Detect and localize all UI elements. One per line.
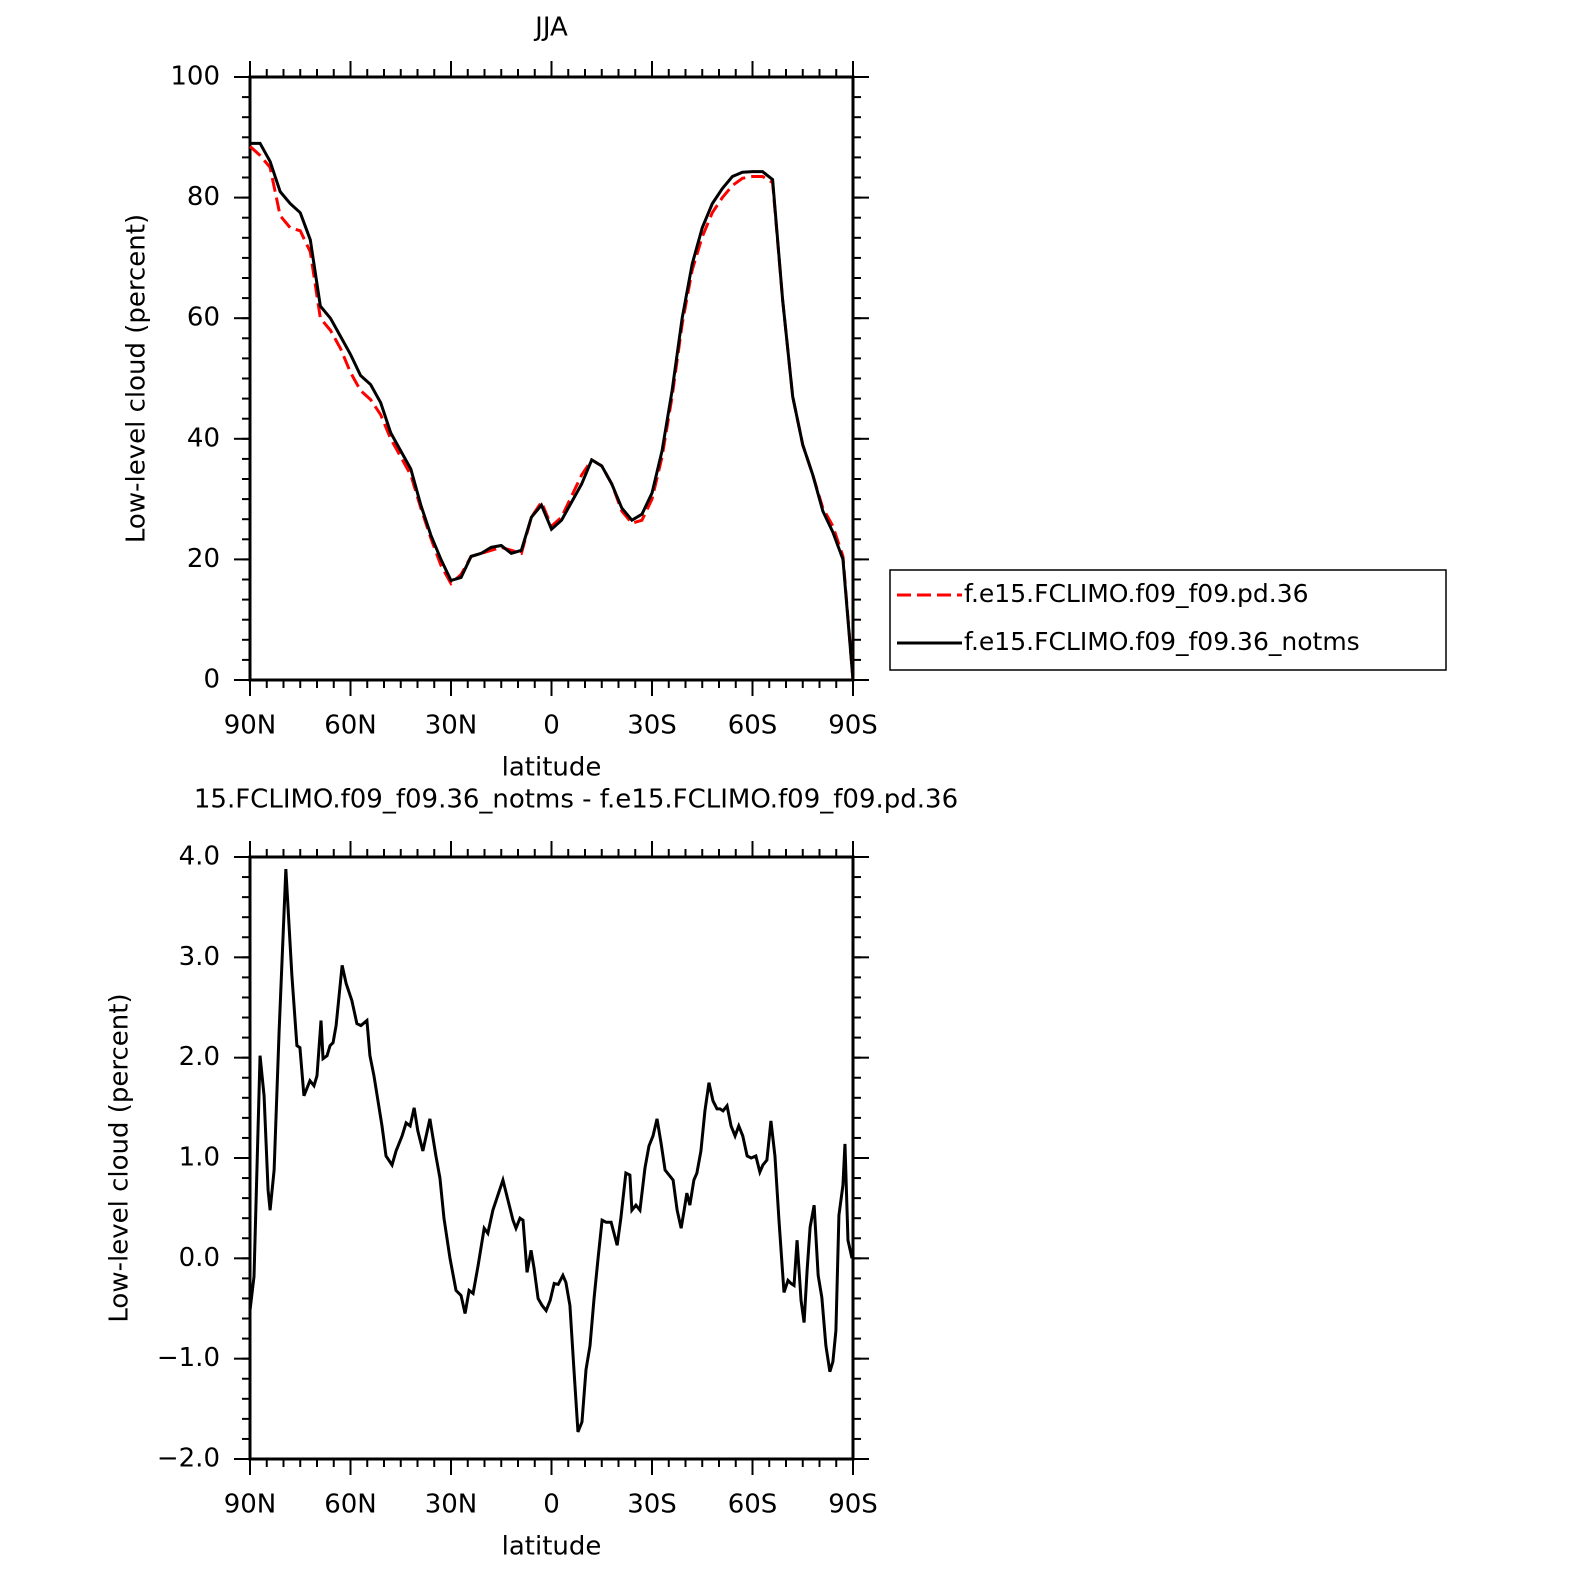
x-tick-label: 90N <box>224 711 277 741</box>
x-tick-label: 0 <box>543 711 560 741</box>
x-tick-label: 30S <box>627 711 677 741</box>
legend-label: f.e15.FCLIMO.f09_f09.36_notms <box>964 627 1360 656</box>
x-axis-label: latitude <box>502 753 602 783</box>
y-tick-label: 80 <box>187 182 220 212</box>
y-tick-label: 0 <box>203 665 220 695</box>
y-tick-label: −2.0 <box>157 1444 220 1474</box>
y-axis-label: Low-level cloud (percent) <box>122 214 152 543</box>
y-tick-label: 100 <box>170 62 220 92</box>
y-tick-label: 40 <box>187 423 220 453</box>
y-tick-label: 60 <box>187 303 220 333</box>
data-line <box>250 141 855 681</box>
x-tick-label: 90N <box>224 1490 277 1520</box>
y-tick-label: 20 <box>187 544 220 574</box>
legend-label: f.e15.FCLIMO.f09_f09.pd.36 <box>964 579 1309 608</box>
y-tick-label: 3.0 <box>179 942 220 972</box>
data-line <box>248 868 854 1433</box>
x-tick-label: 30N <box>425 711 478 741</box>
plot-frame <box>248 75 855 682</box>
x-tick-label: 60N <box>324 711 377 741</box>
data-line <box>248 145 855 681</box>
x-tick-label: 90S <box>828 711 878 741</box>
y-tick-label: 4.0 <box>179 842 220 872</box>
chart-title: 15.FCLIMO.f09_f09.36_notms - f.e15.FCLIM… <box>194 785 958 815</box>
legend-box <box>889 569 1447 671</box>
y-tick-label: 2.0 <box>179 1042 220 1072</box>
x-tick-label: 30N <box>425 1490 478 1520</box>
plot-frame <box>248 855 855 1461</box>
y-tick-label: −1.0 <box>157 1343 220 1373</box>
x-axis-label: latitude <box>502 1532 602 1562</box>
x-tick-label: 60S <box>728 1490 778 1520</box>
x-tick-label: 60N <box>324 1490 377 1520</box>
x-tick-label: 30S <box>627 1490 677 1520</box>
x-tick-label: 0 <box>543 1490 560 1520</box>
x-tick-label: 60S <box>728 711 778 741</box>
y-tick-label: 1.0 <box>179 1143 220 1173</box>
x-tick-label: 90S <box>828 1490 878 1520</box>
y-tick-label: 0.0 <box>179 1243 220 1273</box>
y-axis-label: Low-level cloud (percent) <box>105 993 135 1322</box>
chart-title: JJA <box>533 13 568 43</box>
